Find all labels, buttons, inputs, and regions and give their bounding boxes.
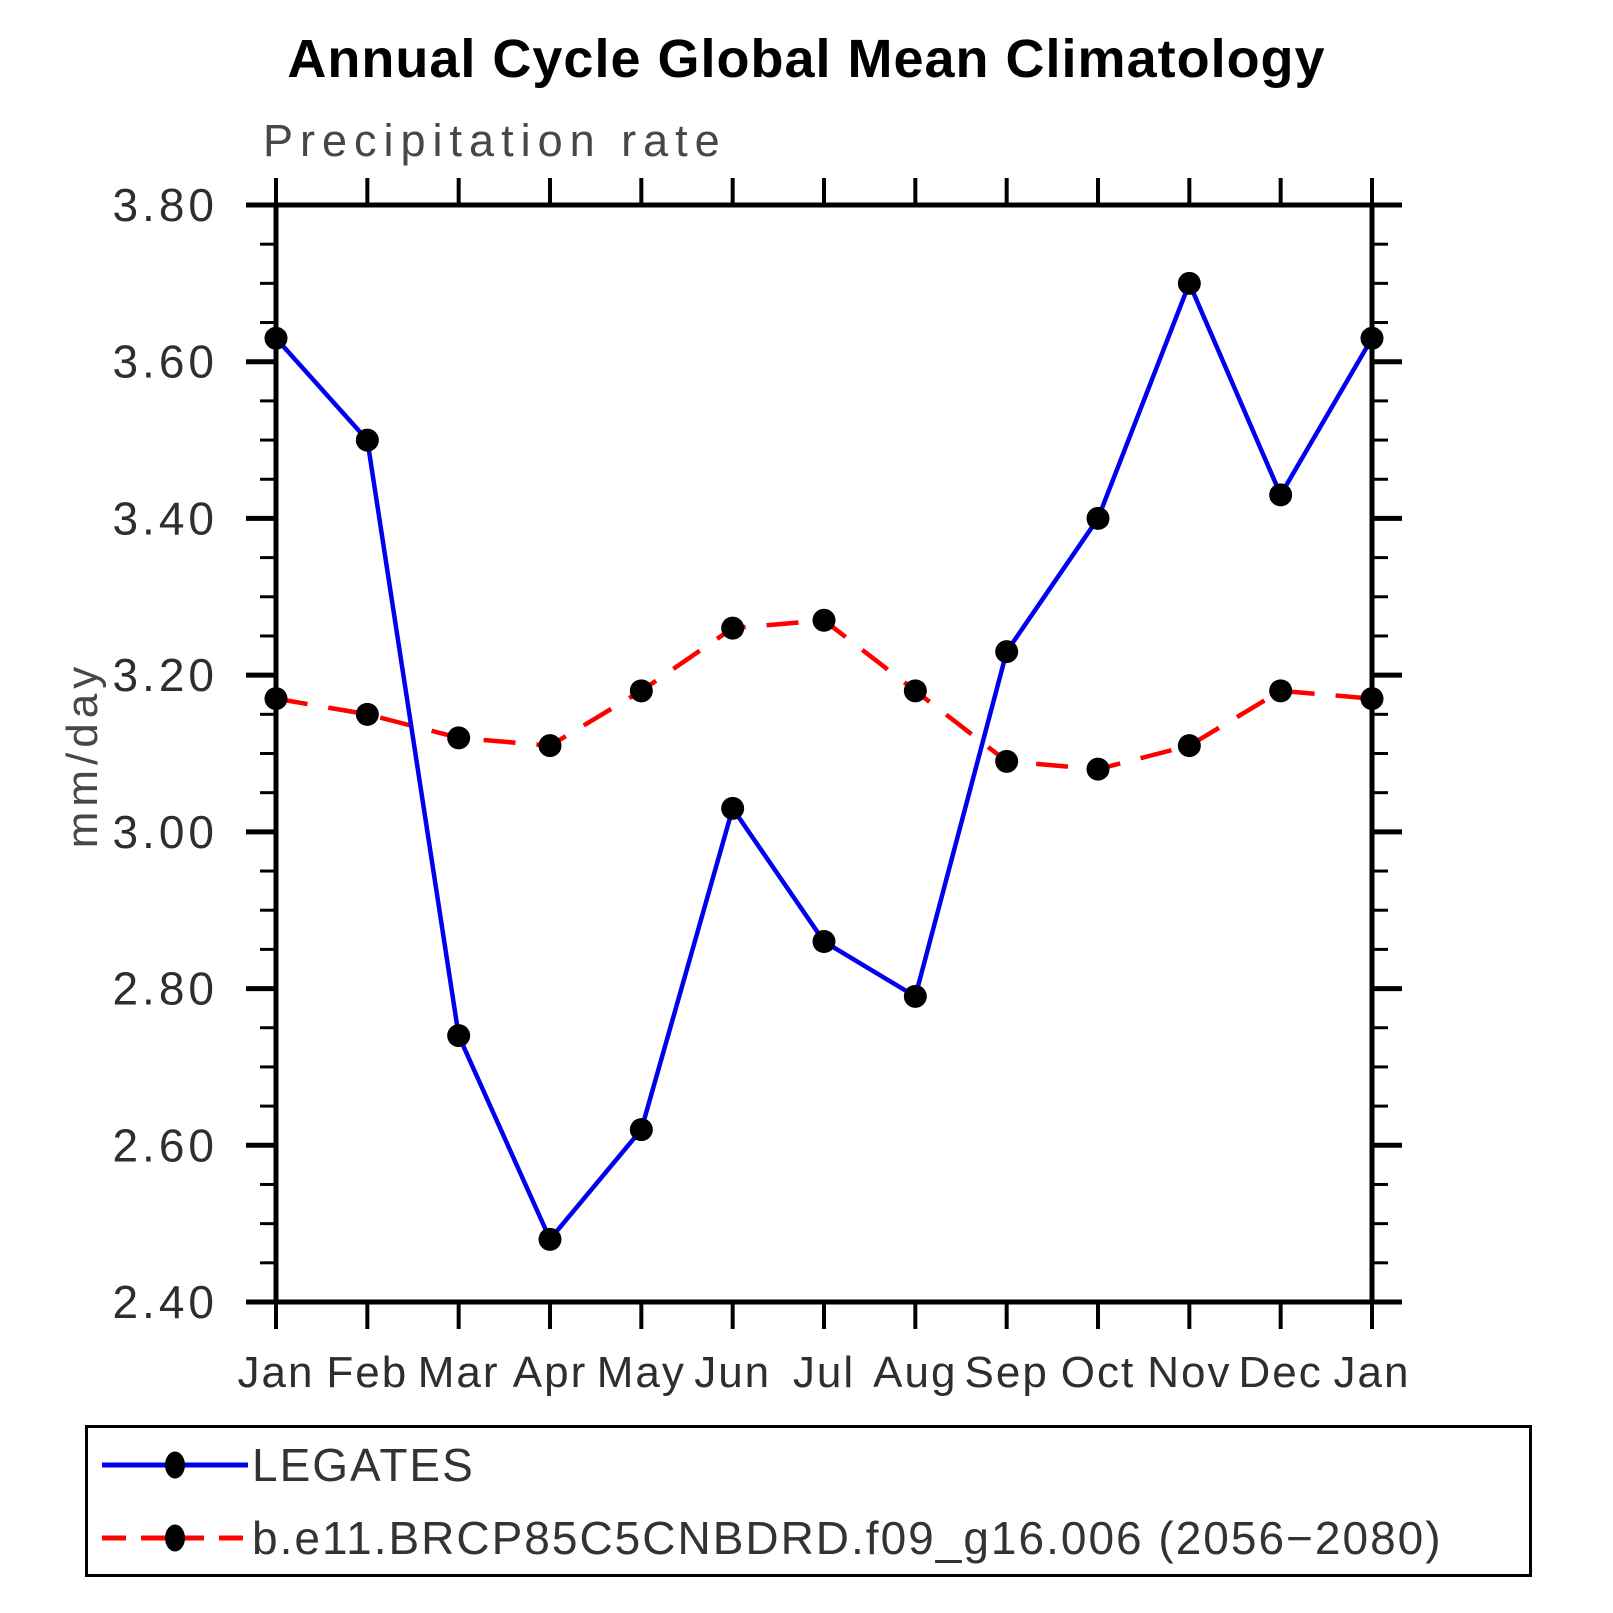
data-point-marker [447,1024,471,1048]
chart-title: Annual Cycle Global Mean Climatology [287,29,1326,89]
y-tick-label: 2.60 [112,1119,218,1171]
x-tick-label: Aug [873,1348,957,1397]
legend-label: LEGATES [252,1438,475,1491]
legend-marker [165,1451,185,1478]
data-point-marker [355,428,379,452]
data-point-marker [903,679,927,703]
chart-subtitle: Precipitation rate [263,115,727,166]
plot-border [273,202,1375,1305]
data-point-marker [1269,483,1293,507]
data-point-marker [721,616,745,640]
x-tick-label: Jun [694,1348,771,1397]
y-tick-label: 3.00 [112,806,218,858]
y-tick-label: 2.80 [112,963,218,1015]
data-point-marker [629,679,653,703]
data-point-marker [721,796,745,820]
x-tick-label: Sep [965,1348,1049,1397]
data-point-marker [903,984,927,1008]
data-point-marker [1360,687,1384,711]
y-tick-label: 3.80 [112,179,218,231]
data-point-marker [1086,757,1110,781]
legend-line-sample [102,1524,248,1551]
data-point-marker [995,749,1019,773]
x-tick-label: Dec [1239,1348,1323,1397]
x-tick-label: Jan [1334,1348,1411,1397]
data-point-marker [1177,734,1201,758]
data-point-marker [264,326,288,350]
x-tick-label: Apr [513,1348,587,1397]
series-line-model [275,617,1373,772]
legend-box: LEGATES b.e11.BRCP85C5CNBDRD.f09_g16.006 … [85,1425,1532,1577]
legend-item: b.e11.BRCP85C5CNBDRD.f09_g16.006 (2056−2… [88,1504,1529,1572]
data-point-marker [264,687,288,711]
legend-line-sample [102,1451,248,1478]
data-point-marker [1086,506,1110,530]
data-point-marker [355,702,379,726]
y-tick-label: 3.20 [112,649,218,701]
series-line-legates [274,277,1374,1244]
data-point-marker [447,726,471,750]
x-tick-label: Feb [326,1348,408,1397]
x-tick-label: Mar [418,1348,500,1397]
x-tick-label: Jul [793,1348,855,1397]
data-point-marker [629,1118,653,1142]
y-tick-label: 2.40 [112,1276,218,1328]
x-tick-label: May [597,1348,686,1397]
data-point-marker [1360,326,1384,350]
legend-item: LEGATES [88,1431,1529,1499]
data-point-marker [538,1227,562,1251]
x-tick-label: Jan [238,1348,315,1397]
data-point-marker [1269,679,1293,703]
legend-label: b.e11.BRCP85C5CNBDRD.f09_g16.006 (2056−2… [252,1511,1443,1564]
y-axis-label: mm/day [58,661,107,849]
data-point-marker [995,640,1019,664]
data-point-marker [538,734,562,758]
data-point-marker [1177,271,1201,295]
y-tick-label: 3.40 [112,492,218,544]
data-point-marker [812,608,836,632]
x-tick-label: Oct [1061,1348,1135,1397]
legend-marker [165,1524,185,1551]
y-tick-label: 3.60 [112,336,218,388]
data-point-marker [812,930,836,954]
x-tick-label: Nov [1147,1348,1231,1397]
